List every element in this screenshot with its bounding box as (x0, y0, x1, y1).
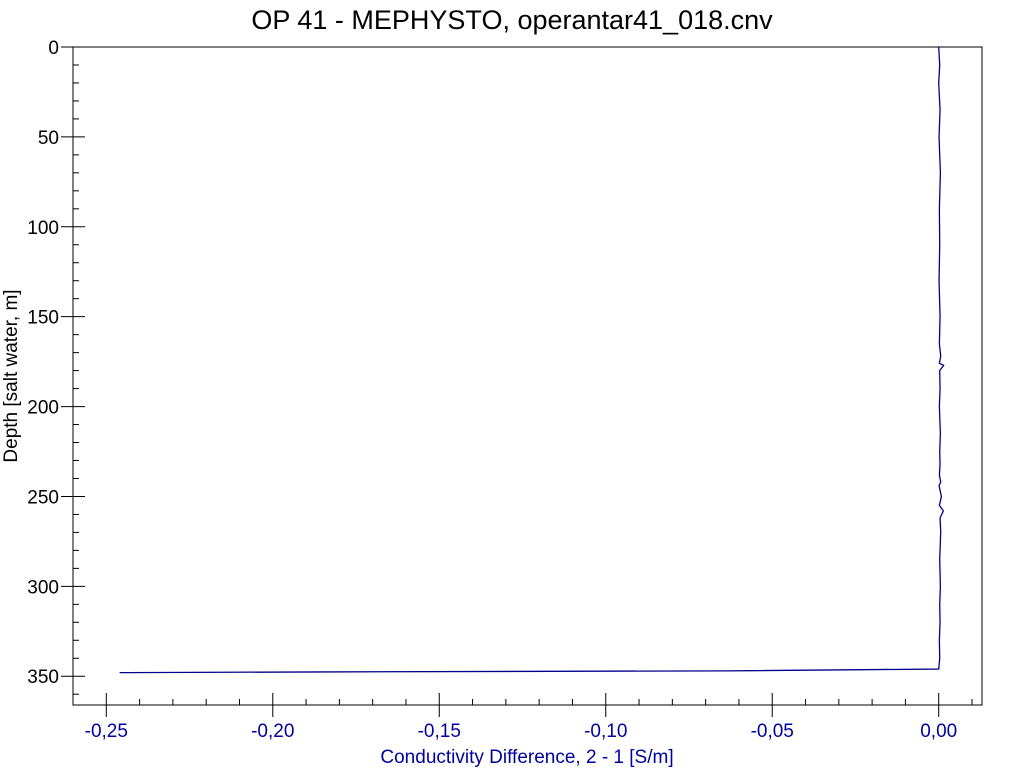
y-tick-label: 200 (27, 398, 59, 419)
y-axis-title: Depth [salt water, m] (1, 289, 22, 462)
x-axis: -0,25 -0,20 -0,15 -0,10 -0,05 0,00 (72, 693, 973, 742)
x-tick-label: -0,20 (251, 721, 294, 742)
y-tick-label: 50 (38, 128, 59, 149)
y-tick-label: 150 (27, 308, 59, 329)
chart-title: OP 41 - MEPHYSTO, operantar41_018.cnv (251, 5, 773, 35)
series-layer (119, 46, 945, 674)
data-series-line (119, 46, 945, 674)
y-axis: 0 50 100 150 200 250 300 350 (27, 38, 85, 695)
x-tick-label: -0,15 (418, 721, 461, 742)
y-tick-label: 0 (48, 38, 59, 59)
x-axis-title: Conductivity Difference, 2 - 1 [S/m] (380, 747, 673, 768)
x-tick-label: 0,00 (920, 721, 957, 742)
x-tick-label: -0,10 (584, 721, 627, 742)
x-tick-label: -0,05 (751, 721, 794, 742)
y-tick-label: 250 (27, 487, 59, 508)
y-tick-label: 300 (27, 577, 59, 598)
plot-frame (72, 46, 983, 706)
y-tick-label: 100 (27, 218, 59, 239)
x-tick-label: -0,25 (85, 721, 128, 742)
y-tick-label: 350 (27, 667, 59, 688)
